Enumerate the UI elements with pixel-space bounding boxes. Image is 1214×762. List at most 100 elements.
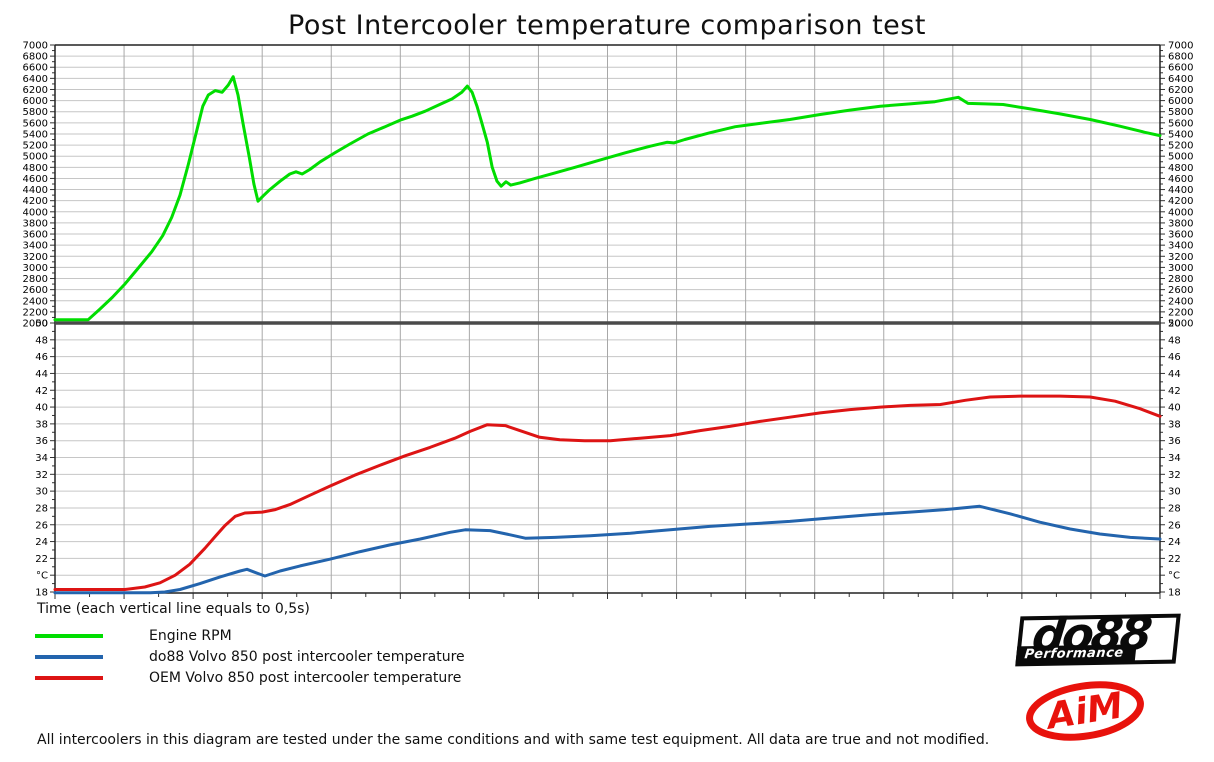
svg-text:6600: 6600 [1168,63,1193,74]
svg-text:40: 40 [35,403,48,414]
svg-text:22: 22 [1168,554,1181,565]
svg-text:34: 34 [1168,453,1181,464]
svg-text:48: 48 [35,335,48,346]
svg-text:46: 46 [35,352,48,363]
svg-text:4400: 4400 [23,185,48,196]
footer-disclaimer: All intercoolers in this diagram are tes… [37,732,990,748]
svg-text:2200: 2200 [23,307,48,318]
svg-text:2200: 2200 [1168,307,1193,318]
svg-text:28: 28 [35,503,48,514]
svg-text:3200: 3200 [23,252,48,263]
svg-text:50: 50 [35,319,48,330]
legend-line-swatch-green [35,633,103,638]
legend-label: do88 Volvo 850 post intercooler temperat… [149,648,465,665]
svg-text:30: 30 [35,487,48,498]
svg-text:2000: 2000 [23,319,48,330]
svg-text:3800: 3800 [23,218,48,229]
svg-text:6800: 6800 [1168,52,1193,63]
svg-text:6400: 6400 [23,74,48,85]
page-title: Post Intercooler temperature comparison … [288,10,926,41]
svg-text:24: 24 [35,537,48,548]
svg-text:2400: 2400 [23,296,48,307]
x-axis-label: Time (each vertical line equals to 0,5s) [37,601,310,617]
svg-text:4600: 4600 [23,174,48,185]
svg-text:6200: 6200 [23,85,48,96]
svg-text:3000: 3000 [1168,263,1193,274]
svg-text:22: 22 [35,554,48,565]
svg-text:4200: 4200 [23,196,48,207]
svg-text:3000: 3000 [23,263,48,274]
legend-label: OEM Volvo 850 post intercooler temperatu… [149,669,462,686]
svg-text:36: 36 [35,436,48,447]
svg-text:6600: 6600 [23,63,48,74]
svg-text:44: 44 [1168,369,1181,380]
svg-text:4800: 4800 [1168,163,1193,174]
legend-item-engine-rpm: Engine RPM [35,625,465,646]
do88-performance-logo: do88 Performance [1015,606,1181,667]
svg-text:4800: 4800 [23,163,48,174]
chart-legend: Engine RPM do88 Volvo 850 post intercool… [35,625,465,688]
svg-text:3600: 3600 [23,230,48,241]
svg-text:5800: 5800 [23,107,48,118]
svg-text:6000: 6000 [1168,96,1193,107]
svg-text:4600: 4600 [1168,174,1193,185]
svg-text:2600: 2600 [1168,285,1193,296]
svg-text:2400: 2400 [1168,296,1193,307]
legend-line-swatch-red [35,675,103,680]
svg-text:26: 26 [1168,520,1181,531]
aim-logo: AiM [1026,681,1144,741]
svg-text:7000: 7000 [1168,41,1193,52]
svg-text:32: 32 [35,470,48,481]
svg-text:5800: 5800 [1168,107,1193,118]
svg-text:38: 38 [35,419,48,430]
legend-label: Engine RPM [149,627,232,644]
svg-text:28: 28 [1168,503,1181,514]
svg-text:°C: °C [36,571,48,582]
svg-text:38: 38 [1168,419,1181,430]
svg-text:26: 26 [35,520,48,531]
svg-text:5400: 5400 [23,129,48,140]
svg-text:6000: 6000 [23,96,48,107]
svg-text:3200: 3200 [1168,252,1193,263]
svg-text:6400: 6400 [1168,74,1193,85]
svg-text:48: 48 [1168,335,1181,346]
svg-text:3800: 3800 [1168,218,1193,229]
svg-text:6200: 6200 [1168,85,1193,96]
svg-text:3400: 3400 [1168,241,1193,252]
svg-text:32: 32 [1168,470,1181,481]
svg-text:18: 18 [1168,588,1181,599]
svg-text:6800: 6800 [23,52,48,63]
svg-text:46: 46 [1168,352,1181,363]
svg-text:5000: 5000 [1168,152,1193,163]
svg-text:2000: 2000 [1168,319,1193,330]
do88-logo-subtext: Performance [1015,644,1137,665]
svg-text:5200: 5200 [23,141,48,152]
svg-text:30: 30 [1168,487,1181,498]
svg-text:5200: 5200 [1168,141,1193,152]
svg-text:44: 44 [35,369,48,380]
svg-text:4400: 4400 [1168,185,1193,196]
svg-text:4000: 4000 [23,207,48,218]
svg-text:3400: 3400 [23,241,48,252]
svg-text:2800: 2800 [23,274,48,285]
svg-text:50: 50 [1168,319,1181,330]
svg-text:24: 24 [1168,537,1181,548]
svg-text:°C: °C [1168,571,1180,582]
svg-text:42: 42 [1168,386,1181,397]
svg-text:40: 40 [1168,403,1181,414]
svg-text:5000: 5000 [23,152,48,163]
svg-text:2800: 2800 [1168,274,1193,285]
svg-text:18: 18 [35,588,48,599]
svg-text:34: 34 [35,453,48,464]
svg-text:5600: 5600 [1168,118,1193,129]
legend-item-do88-temp: do88 Volvo 850 post intercooler temperat… [35,646,465,667]
svg-text:4000: 4000 [1168,207,1193,218]
svg-text:2600: 2600 [23,285,48,296]
svg-text:5600: 5600 [23,118,48,129]
svg-text:36: 36 [1168,436,1181,447]
legend-item-oem-temp: OEM Volvo 850 post intercooler temperatu… [35,667,465,688]
aim-logo-ellipse [1026,681,1144,741]
legend-line-swatch-blue [35,654,103,659]
svg-text:7000: 7000 [23,41,48,52]
